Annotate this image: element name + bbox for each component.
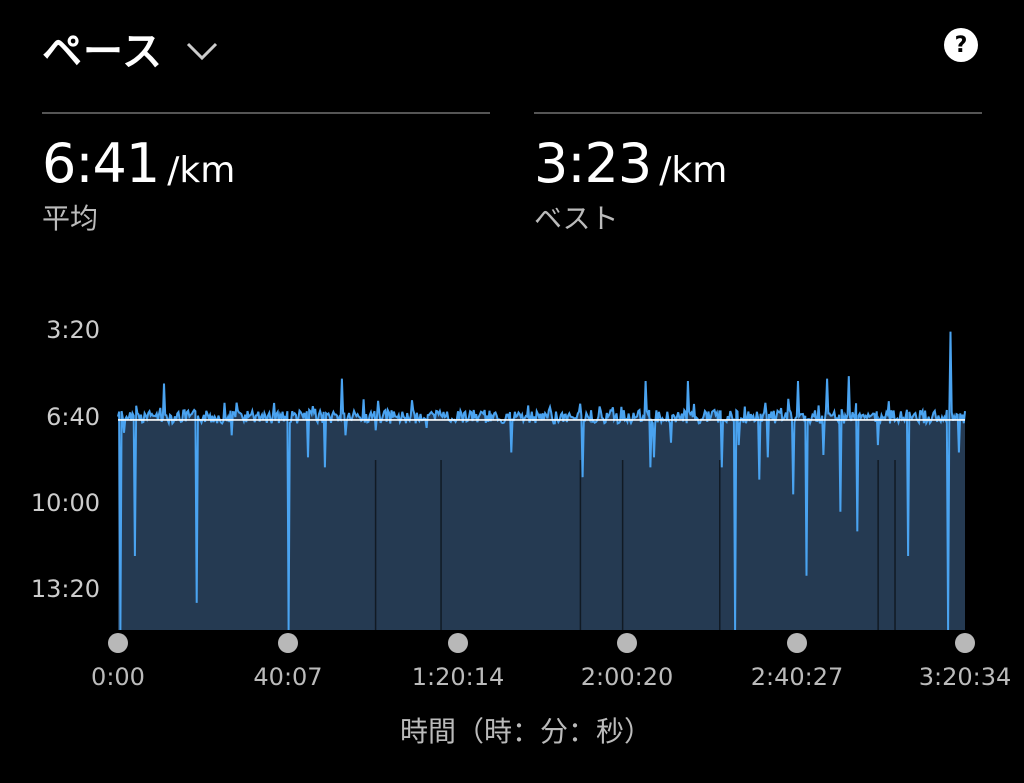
- x-tick-marker: [278, 633, 298, 653]
- x-tick-label: 2:40:27: [750, 663, 844, 691]
- y-tick-label: 13:20: [30, 575, 100, 603]
- best-pace-stat: 3:23/km ベスト: [534, 112, 982, 237]
- average-pace-label: 平均: [42, 202, 99, 235]
- metric-selector[interactable]: ペース: [42, 18, 219, 78]
- x-tick-label: 0:00: [91, 663, 145, 691]
- chevron-down-icon: [186, 42, 218, 61]
- best-pace-unit: /km: [659, 150, 728, 191]
- x-tick-marker: [108, 633, 128, 653]
- x-tick-label: 40:07: [253, 663, 323, 691]
- x-tick-label: 2:00:20: [580, 663, 674, 691]
- x-tick-label: 3:20:34: [918, 663, 1012, 691]
- x-tick-marker: [787, 633, 807, 653]
- x-axis-title: 時間（時：分：秒）: [400, 715, 653, 748]
- divider: [42, 112, 490, 114]
- divider: [534, 112, 982, 114]
- y-tick-label: 3:20: [46, 316, 100, 344]
- average-pace-value: 6:41: [42, 132, 160, 195]
- metric-title: ペース: [42, 29, 163, 75]
- average-pace-stat: 6:41/km 平均: [42, 112, 490, 237]
- best-pace-label: ベスト: [534, 202, 619, 235]
- y-tick-label: 10:00: [30, 489, 100, 517]
- x-tick-label: 1:20:14: [411, 663, 505, 691]
- average-pace-unit: /km: [167, 150, 236, 191]
- y-tick-label: 6:40: [46, 403, 100, 431]
- pace-chart: [108, 331, 975, 653]
- x-tick-marker: [617, 633, 637, 653]
- x-tick-marker: [955, 633, 975, 653]
- best-pace-value: 3:23: [534, 132, 652, 195]
- x-tick-marker: [448, 633, 468, 653]
- help-icon[interactable]: ?: [944, 28, 978, 62]
- pace-area: [118, 331, 965, 630]
